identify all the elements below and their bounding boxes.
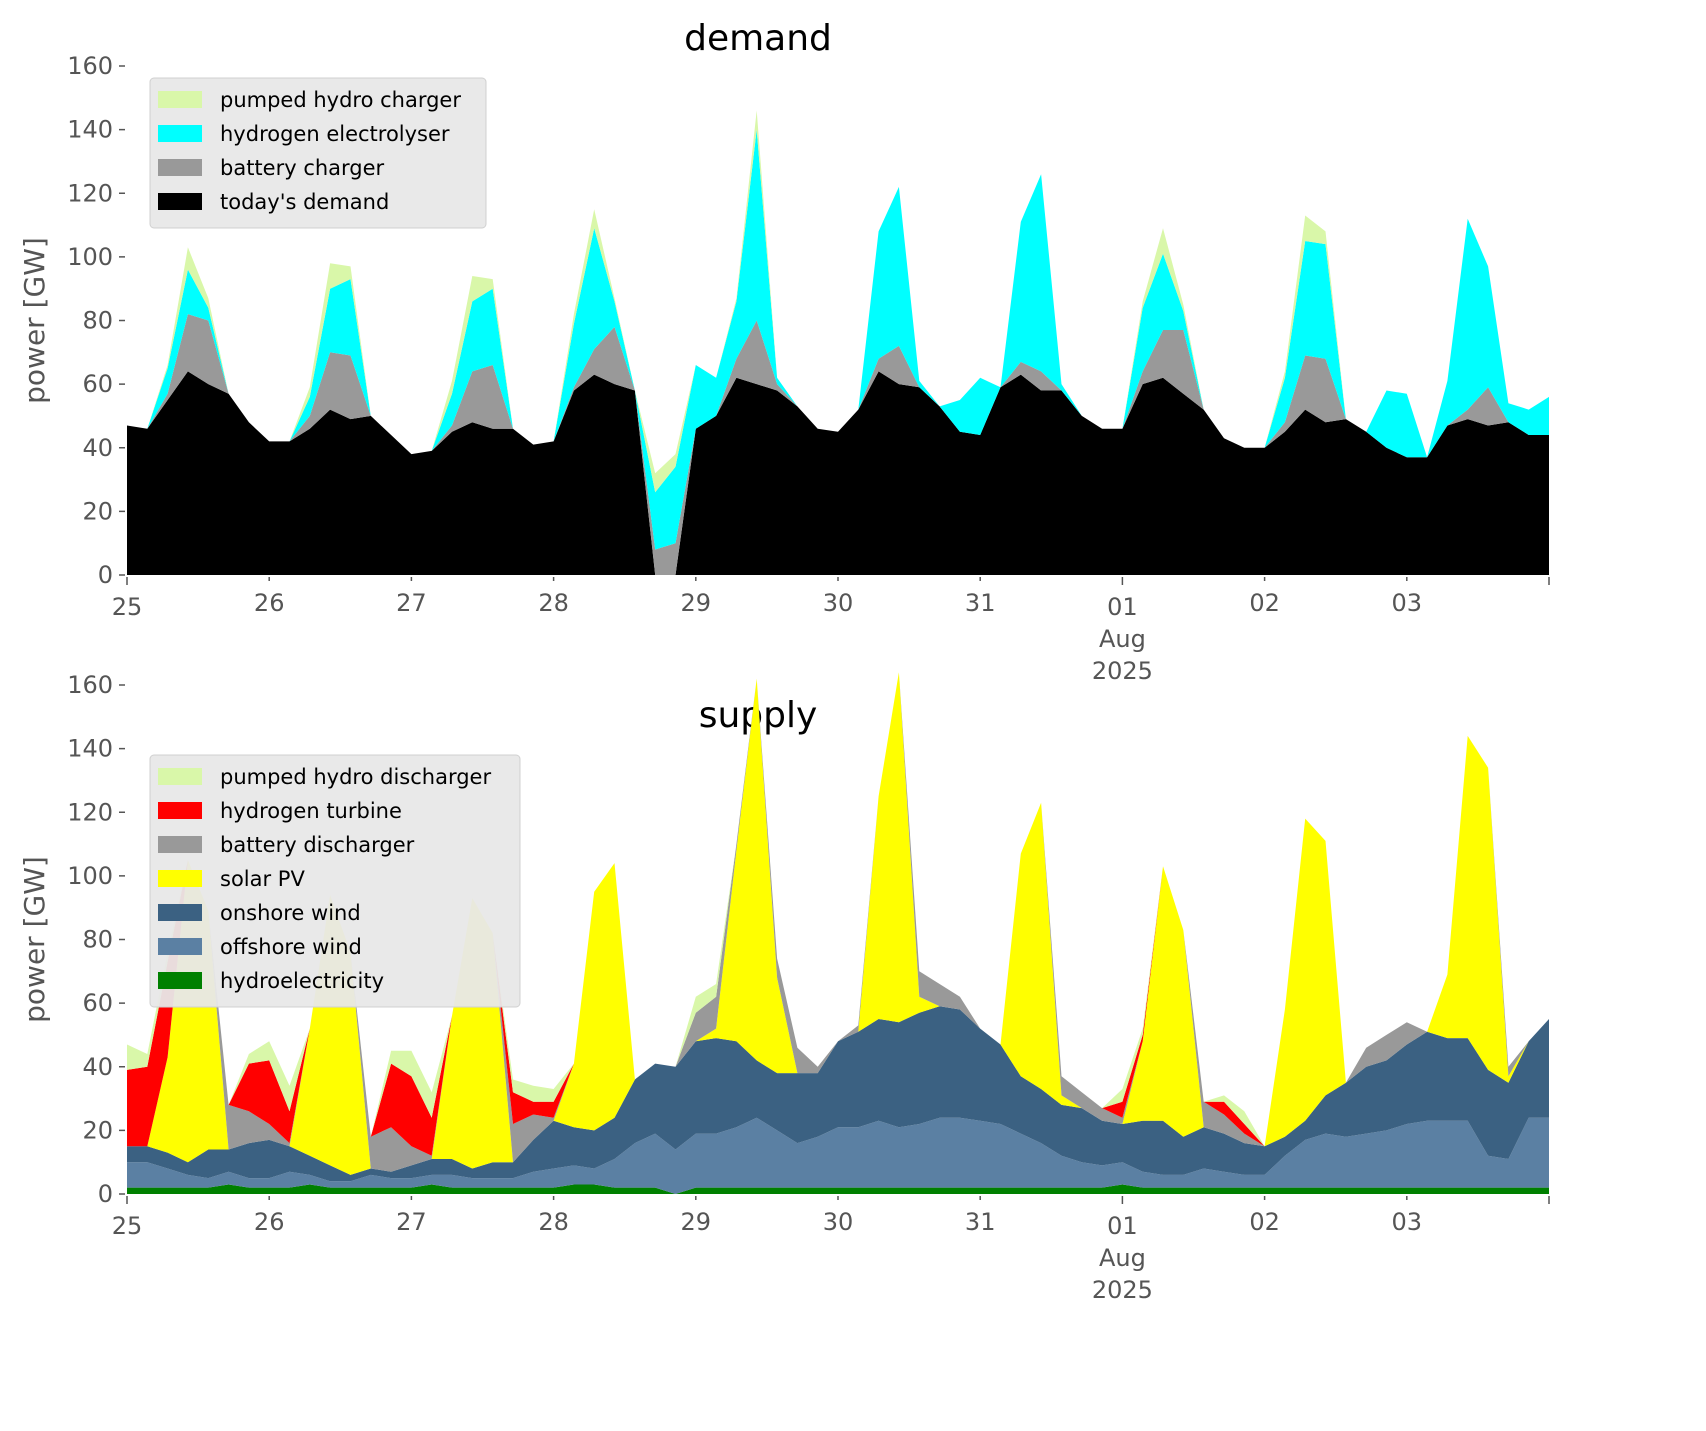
- x-tick-label: 25: [112, 593, 143, 621]
- legend-label: battery charger: [220, 156, 385, 180]
- y-tick-label: 80: [82, 307, 113, 335]
- legend-label: hydroelectricity: [220, 969, 384, 993]
- x-tick-label: 29: [681, 589, 712, 617]
- x-tick-label: 30: [823, 1208, 854, 1236]
- y-axis-label: power [GW]: [18, 237, 51, 404]
- y-tick-label: 80: [82, 926, 113, 954]
- legend: pumped hydro discharger hydrogen turbine b…: [149, 754, 521, 1008]
- area-today-s-demand: [127, 371, 1549, 575]
- legend-swatch: [158, 972, 202, 989]
- legend-label: hydrogen electrolyser: [220, 122, 450, 146]
- x-tick-label: 03: [1392, 1208, 1423, 1236]
- legend-label: onshore wind: [220, 901, 361, 925]
- y-tick-label: 120: [67, 179, 113, 207]
- y-tick-label: 0: [98, 1180, 113, 1208]
- x-tick-label: 26: [254, 589, 285, 617]
- legend-swatch: [158, 836, 202, 853]
- y-tick-label: 140: [67, 116, 113, 144]
- legend-label: hydrogen turbine: [220, 799, 402, 823]
- x-tick-label: 31: [965, 1208, 996, 1236]
- legend-label: solar PV: [220, 867, 305, 891]
- y-tick-label: 20: [82, 1116, 113, 1144]
- legend-swatch: [158, 159, 202, 176]
- legend-label: pumped hydro discharger: [220, 765, 491, 789]
- y-tick-label: 20: [82, 497, 113, 525]
- legend-label: battery discharger: [220, 833, 415, 857]
- legend-swatch: [158, 870, 202, 887]
- legend-frame: [149, 77, 487, 229]
- legend-label: offshore wind: [220, 935, 362, 959]
- y-tick-label: 160: [67, 671, 113, 699]
- y-tick-label: 120: [67, 798, 113, 826]
- area-offshore-wind: [127, 1117, 1549, 1194]
- x-tick-label: 25: [112, 1212, 143, 1240]
- y-tick-label: 40: [82, 434, 113, 462]
- legend-label: pumped hydro charger: [220, 88, 461, 112]
- area-battery-charger: [127, 314, 1549, 575]
- legend-swatch: [158, 125, 202, 142]
- x-tick-label: 26: [254, 1208, 285, 1236]
- legend-swatch: [158, 802, 202, 819]
- x-tick-sublabel: 2025: [1092, 657, 1153, 685]
- y-tick-label: 160: [67, 52, 113, 80]
- x-tick-sublabel: Aug: [1099, 1244, 1146, 1272]
- y-tick-label: 140: [67, 735, 113, 763]
- x-tick-label: 01: [1107, 593, 1138, 621]
- x-tick-label: 31: [965, 589, 996, 617]
- x-tick-sublabel: 2025: [1092, 1276, 1153, 1304]
- legend-swatch: [158, 768, 202, 785]
- x-tick-label: 28: [538, 1208, 569, 1236]
- y-tick-label: 40: [82, 1053, 113, 1081]
- x-tick-sublabel: Aug: [1099, 625, 1146, 653]
- chart-title: demand: [684, 18, 832, 59]
- x-tick-label: 29: [681, 1208, 712, 1236]
- x-tick-label: 02: [1249, 1208, 1280, 1236]
- y-axis-label: power [GW]: [18, 856, 51, 1023]
- y-tick-label: 0: [98, 561, 113, 589]
- legend-swatch: [158, 91, 202, 108]
- legend: pumped hydro charger hydrogen electrolyse…: [149, 77, 487, 229]
- legend-frame: [149, 754, 521, 1008]
- supply-panel: supply020406080100120140160power [GW]252…: [18, 671, 1550, 1304]
- area-solar-pv: [127, 672, 1549, 1175]
- area-hydroelectricity: [127, 1184, 1549, 1194]
- x-tick-label: 27: [396, 589, 427, 617]
- y-tick-label: 100: [67, 243, 113, 271]
- y-tick-label: 60: [82, 370, 113, 398]
- legend-swatch: [158, 938, 202, 955]
- y-tick-label: 60: [82, 989, 113, 1017]
- x-tick-label: 27: [396, 1208, 427, 1236]
- x-tick-label: 02: [1249, 589, 1280, 617]
- x-tick-label: 30: [823, 589, 854, 617]
- legend-swatch: [158, 193, 202, 210]
- x-tick-label: 03: [1392, 589, 1423, 617]
- area-onshore-wind: [127, 1006, 1549, 1182]
- legend-label: today's demand: [220, 190, 389, 214]
- x-tick-label: 01: [1107, 1212, 1138, 1240]
- area-hydrogen-turbine: [127, 672, 1549, 1156]
- y-tick-label: 100: [67, 862, 113, 890]
- x-tick-label: 28: [538, 589, 569, 617]
- legend-swatch: [158, 904, 202, 921]
